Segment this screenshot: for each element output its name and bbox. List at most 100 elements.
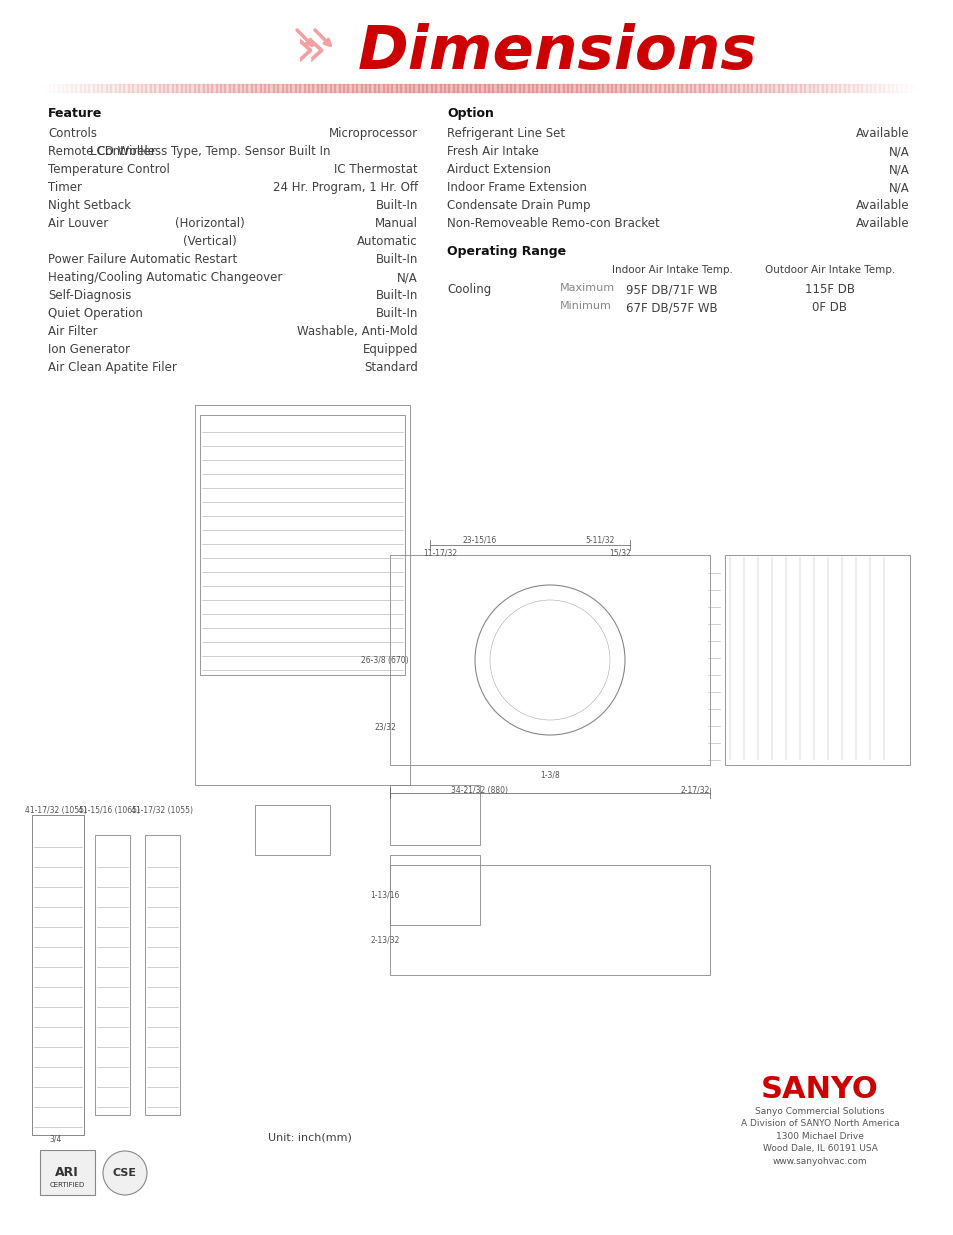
Bar xyxy=(795,84,800,91)
Bar xyxy=(803,84,809,91)
Text: Automatic: Automatic xyxy=(357,235,417,248)
Text: Timer: Timer xyxy=(48,182,82,194)
Bar xyxy=(869,84,875,91)
Bar xyxy=(576,84,580,91)
Text: Feature: Feature xyxy=(48,107,102,120)
Bar xyxy=(268,84,274,91)
Bar xyxy=(40,84,46,91)
Text: Microprocessor: Microprocessor xyxy=(329,127,417,140)
Bar xyxy=(601,84,607,91)
Bar xyxy=(281,84,287,91)
Bar xyxy=(746,84,752,91)
Text: 34-21/32 (880): 34-21/32 (880) xyxy=(451,785,508,794)
Bar xyxy=(676,84,681,91)
Text: Remote Controller: Remote Controller xyxy=(48,144,155,158)
Bar xyxy=(150,84,155,91)
Bar xyxy=(404,84,410,91)
Text: 24 Hr. Program, 1 Hr. Off: 24 Hr. Program, 1 Hr. Off xyxy=(273,182,417,194)
Bar xyxy=(435,84,440,91)
Bar xyxy=(180,84,186,91)
Bar xyxy=(500,84,506,91)
Bar xyxy=(891,84,897,91)
Bar xyxy=(817,84,821,91)
Bar xyxy=(299,84,304,91)
Bar xyxy=(790,84,796,91)
Bar xyxy=(390,855,479,925)
Bar xyxy=(114,84,120,91)
Bar xyxy=(67,84,71,91)
Bar xyxy=(417,84,423,91)
Bar xyxy=(431,84,436,91)
Bar xyxy=(852,84,857,91)
Bar xyxy=(158,84,164,91)
Bar xyxy=(92,84,98,91)
Bar xyxy=(294,84,300,91)
Bar xyxy=(321,84,326,91)
Bar xyxy=(211,84,216,91)
Text: Available: Available xyxy=(856,127,909,140)
Bar xyxy=(189,84,194,91)
Text: CERTIFIED: CERTIFIED xyxy=(50,1182,85,1188)
Bar xyxy=(641,84,646,91)
Bar xyxy=(355,84,361,91)
Bar xyxy=(264,84,269,91)
Bar xyxy=(325,84,331,91)
Bar xyxy=(369,84,375,91)
Bar xyxy=(453,84,457,91)
Text: Available: Available xyxy=(856,199,909,212)
Bar xyxy=(145,835,180,1115)
Bar xyxy=(439,84,445,91)
Bar xyxy=(421,84,427,91)
Text: 115F DB: 115F DB xyxy=(804,283,854,296)
Text: 11-17/32: 11-17/32 xyxy=(422,548,456,557)
Bar xyxy=(111,84,115,91)
Bar xyxy=(615,84,620,91)
Bar xyxy=(478,84,484,91)
Bar xyxy=(839,84,843,91)
Text: »: » xyxy=(294,26,327,78)
Text: Equipped: Equipped xyxy=(362,343,417,356)
Text: (Vertical): (Vertical) xyxy=(183,235,236,248)
Bar xyxy=(215,84,221,91)
Bar xyxy=(49,84,54,91)
Text: Refrigerant Line Set: Refrigerant Line Set xyxy=(447,127,564,140)
Text: ARI: ARI xyxy=(55,1166,79,1178)
Text: N/A: N/A xyxy=(888,163,909,177)
Text: Quiet Operation: Quiet Operation xyxy=(48,308,143,320)
Text: N/A: N/A xyxy=(888,182,909,194)
Bar xyxy=(40,1150,95,1195)
Bar xyxy=(32,815,84,1135)
Bar xyxy=(207,84,213,91)
Bar xyxy=(733,84,739,91)
Text: 2-13/32: 2-13/32 xyxy=(370,935,399,945)
Bar xyxy=(667,84,673,91)
Text: Operating Range: Operating Range xyxy=(447,245,565,258)
Bar xyxy=(409,84,414,91)
Bar xyxy=(242,84,247,91)
Bar xyxy=(154,84,159,91)
Bar xyxy=(390,864,709,974)
Bar xyxy=(132,84,137,91)
Text: Non-Removeable Remo-con Bracket: Non-Removeable Remo-con Bracket xyxy=(447,217,659,230)
Bar xyxy=(448,84,454,91)
Bar xyxy=(505,84,511,91)
Bar xyxy=(259,84,265,91)
Bar xyxy=(878,84,883,91)
Bar xyxy=(755,84,760,91)
Bar xyxy=(167,84,172,91)
Text: 5-11/32: 5-11/32 xyxy=(585,536,614,545)
Bar xyxy=(628,84,633,91)
Bar xyxy=(680,84,686,91)
Bar xyxy=(702,84,708,91)
Text: Temperature Control: Temperature Control xyxy=(48,163,170,177)
Bar xyxy=(514,84,519,91)
Bar xyxy=(724,84,730,91)
Bar xyxy=(95,835,130,1115)
Bar xyxy=(443,84,449,91)
Text: Ion Generator: Ion Generator xyxy=(48,343,130,356)
Text: Indoor Frame Extension: Indoor Frame Extension xyxy=(447,182,586,194)
Bar xyxy=(579,84,585,91)
Bar xyxy=(711,84,717,91)
Bar xyxy=(194,405,410,785)
Bar xyxy=(193,84,199,91)
